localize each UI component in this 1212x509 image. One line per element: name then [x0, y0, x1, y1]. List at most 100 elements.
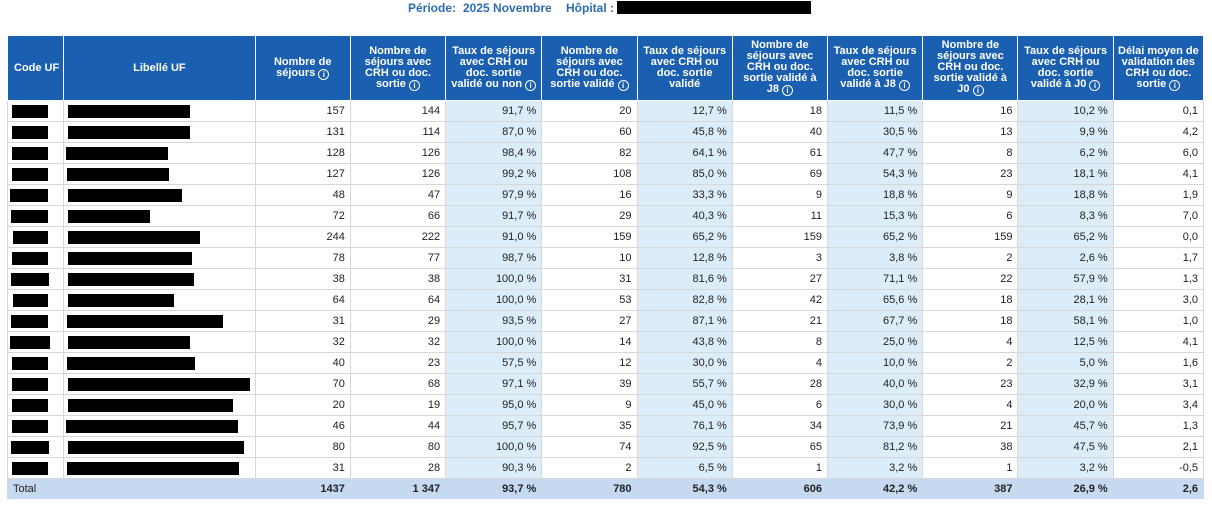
column-header[interactable]: Taux de séjours avec CRH ou doc. sortie …	[636, 35, 733, 101]
column-header-label: Nombre de séjours avec CRH ou doc. sorti…	[550, 44, 623, 90]
table-cell: 23	[922, 163, 1019, 185]
libelle-uf-cell-redacted	[63, 247, 256, 269]
table-cell: 58,1 %	[1017, 310, 1114, 332]
column-header[interactable]: Nombre de séjours avec CRH ou doc. sorti…	[349, 35, 447, 101]
table-cell: 21	[922, 415, 1019, 437]
table-cell: 2	[922, 352, 1019, 374]
column-header-label: Nombre de séjours	[273, 55, 332, 79]
info-icon[interactable]: i	[1089, 79, 1101, 91]
table-cell: 42	[731, 289, 829, 311]
info-icon[interactable]: i	[1169, 79, 1181, 91]
table-cell: 65,2 %	[636, 226, 733, 248]
table-cell: 81,6 %	[636, 268, 733, 290]
table-cell: 222	[349, 226, 447, 248]
redaction-bar	[11, 315, 48, 328]
column-header[interactable]: Nombre de séjours avec CRH ou doc. sorti…	[731, 35, 829, 101]
code-uf-cell-redacted	[6, 100, 65, 122]
redaction-bar	[11, 273, 49, 286]
total-cell: 93,7 %	[445, 478, 543, 499]
table-cell: 98,7 %	[445, 247, 543, 269]
column-header[interactable]: Taux de séjours avec CRH ou doc. sortie …	[827, 35, 924, 101]
column-header-label: Taux de séjours avec CRH ou doc. sortie …	[643, 45, 727, 90]
redaction-bar	[67, 357, 196, 370]
table-cell: 74	[541, 436, 638, 458]
table-cell: 0,0	[1112, 226, 1205, 248]
column-header[interactable]: Code UF	[6, 35, 65, 101]
table-cell: 13	[922, 121, 1019, 143]
uf-stats-table: Code UF Libellé UF Nombre de séjours i Nomb…	[6, 35, 1205, 499]
table-cell: 81,2 %	[827, 436, 924, 458]
table-cell: 64	[349, 289, 447, 311]
table-cell: 82	[541, 142, 638, 164]
info-icon[interactable]: i	[972, 85, 984, 96]
code-uf-cell-redacted	[6, 142, 65, 164]
table-row: 127 126 99,2 % 108 85,0 % 69 54,3 % 23 18,1 % 4,1	[6, 163, 1205, 185]
redaction-bar	[13, 231, 48, 244]
code-uf-cell-redacted	[6, 436, 65, 458]
table-cell: 40	[731, 121, 829, 143]
table-cell: 3,1	[1112, 373, 1205, 395]
table-cell: 159	[541, 226, 638, 248]
table-cell: 27	[731, 268, 829, 290]
table-cell: 72	[254, 205, 351, 227]
table-cell: 91,0 %	[445, 226, 543, 248]
table-cell: 3	[731, 247, 829, 269]
total-cell: 2,6	[1112, 478, 1205, 499]
redaction-bar	[11, 441, 49, 454]
total-cell: 42,2 %	[827, 478, 924, 499]
info-icon[interactable]: i	[617, 79, 629, 91]
info-icon[interactable]: i	[782, 85, 794, 96]
table-cell: 5,0 %	[1017, 352, 1114, 374]
column-header[interactable]: Libellé UF	[63, 35, 256, 101]
table-row: 244 222 91,0 % 159 65,2 % 159 65,2 % 159 65,2 % 0…	[6, 226, 1205, 248]
table-cell: 108	[541, 163, 638, 185]
column-header[interactable]: Nombre de séjours avec CRH ou doc. sorti…	[922, 35, 1019, 101]
redaction-bar	[10, 189, 48, 202]
table-cell: 9	[541, 394, 638, 416]
table-cell: 34	[731, 415, 829, 437]
table-cell: 31	[254, 310, 351, 332]
table-cell: 20,0 %	[1017, 394, 1114, 416]
table-cell: 3,0	[1112, 289, 1205, 311]
column-header[interactable]: Taux de séjours avec CRH ou doc. sortie …	[445, 35, 543, 101]
table-cell: 157	[254, 100, 351, 122]
table-cell: 53	[541, 289, 638, 311]
code-uf-cell-redacted	[6, 121, 65, 143]
table-cell: 1	[922, 457, 1019, 479]
table-cell: 11	[731, 205, 829, 227]
table-cell: 57,9 %	[1017, 268, 1114, 290]
info-icon[interactable]: i	[408, 79, 420, 91]
report-header: Période: 2025 Novembre Hôpital :	[0, 0, 1212, 18]
code-uf-cell-redacted	[6, 163, 65, 185]
column-header[interactable]: Délai moyen de validation des CRH ou doc…	[1112, 35, 1205, 101]
table-cell: 12,7 %	[636, 100, 733, 122]
table-cell: 45,0 %	[636, 394, 733, 416]
table-cell: 18,8 %	[827, 184, 924, 206]
table-cell: 8,3 %	[1017, 205, 1114, 227]
table-cell: 1	[731, 457, 829, 479]
column-header[interactable]: Nombre de séjours i	[254, 35, 351, 101]
column-header-label: Taux de séjours avec CRH ou doc. sortie …	[1024, 44, 1108, 90]
table-row: 48 47 97,9 % 16 33,3 % 9 18,8 % 9 18,8 % 1,9	[6, 184, 1205, 206]
hopital-value-redacted	[617, 1, 811, 14]
table-cell: 18	[731, 100, 829, 122]
table-cell: 100,0 %	[445, 436, 543, 458]
column-header[interactable]: Taux de séjours avec CRH ou doc. sortie …	[1017, 35, 1114, 101]
total-cell: 1 347	[349, 478, 447, 499]
redaction-bar	[68, 231, 201, 244]
info-icon[interactable]: i	[318, 68, 330, 80]
table-cell: 1,0	[1112, 310, 1205, 332]
table-cell: 15,3 %	[827, 205, 924, 227]
column-header[interactable]: Nombre de séjours avec CRH ou doc. sorti…	[541, 35, 638, 101]
table-cell: 65	[731, 436, 829, 458]
code-uf-cell-redacted	[6, 457, 65, 479]
table-cell: 29	[349, 310, 447, 332]
libelle-uf-cell-redacted	[63, 205, 256, 227]
info-icon[interactable]: i	[525, 79, 537, 91]
info-icon[interactable]: i	[898, 79, 910, 91]
table-cell: 47,5 %	[1017, 436, 1114, 458]
table-cell: 2,1	[1112, 436, 1205, 458]
table-row: 157 144 91,7 % 20 12,7 % 18 11,5 % 16 10,2 % 0,1	[6, 100, 1205, 122]
code-uf-cell-redacted	[6, 289, 65, 311]
redaction-bar	[67, 315, 224, 328]
